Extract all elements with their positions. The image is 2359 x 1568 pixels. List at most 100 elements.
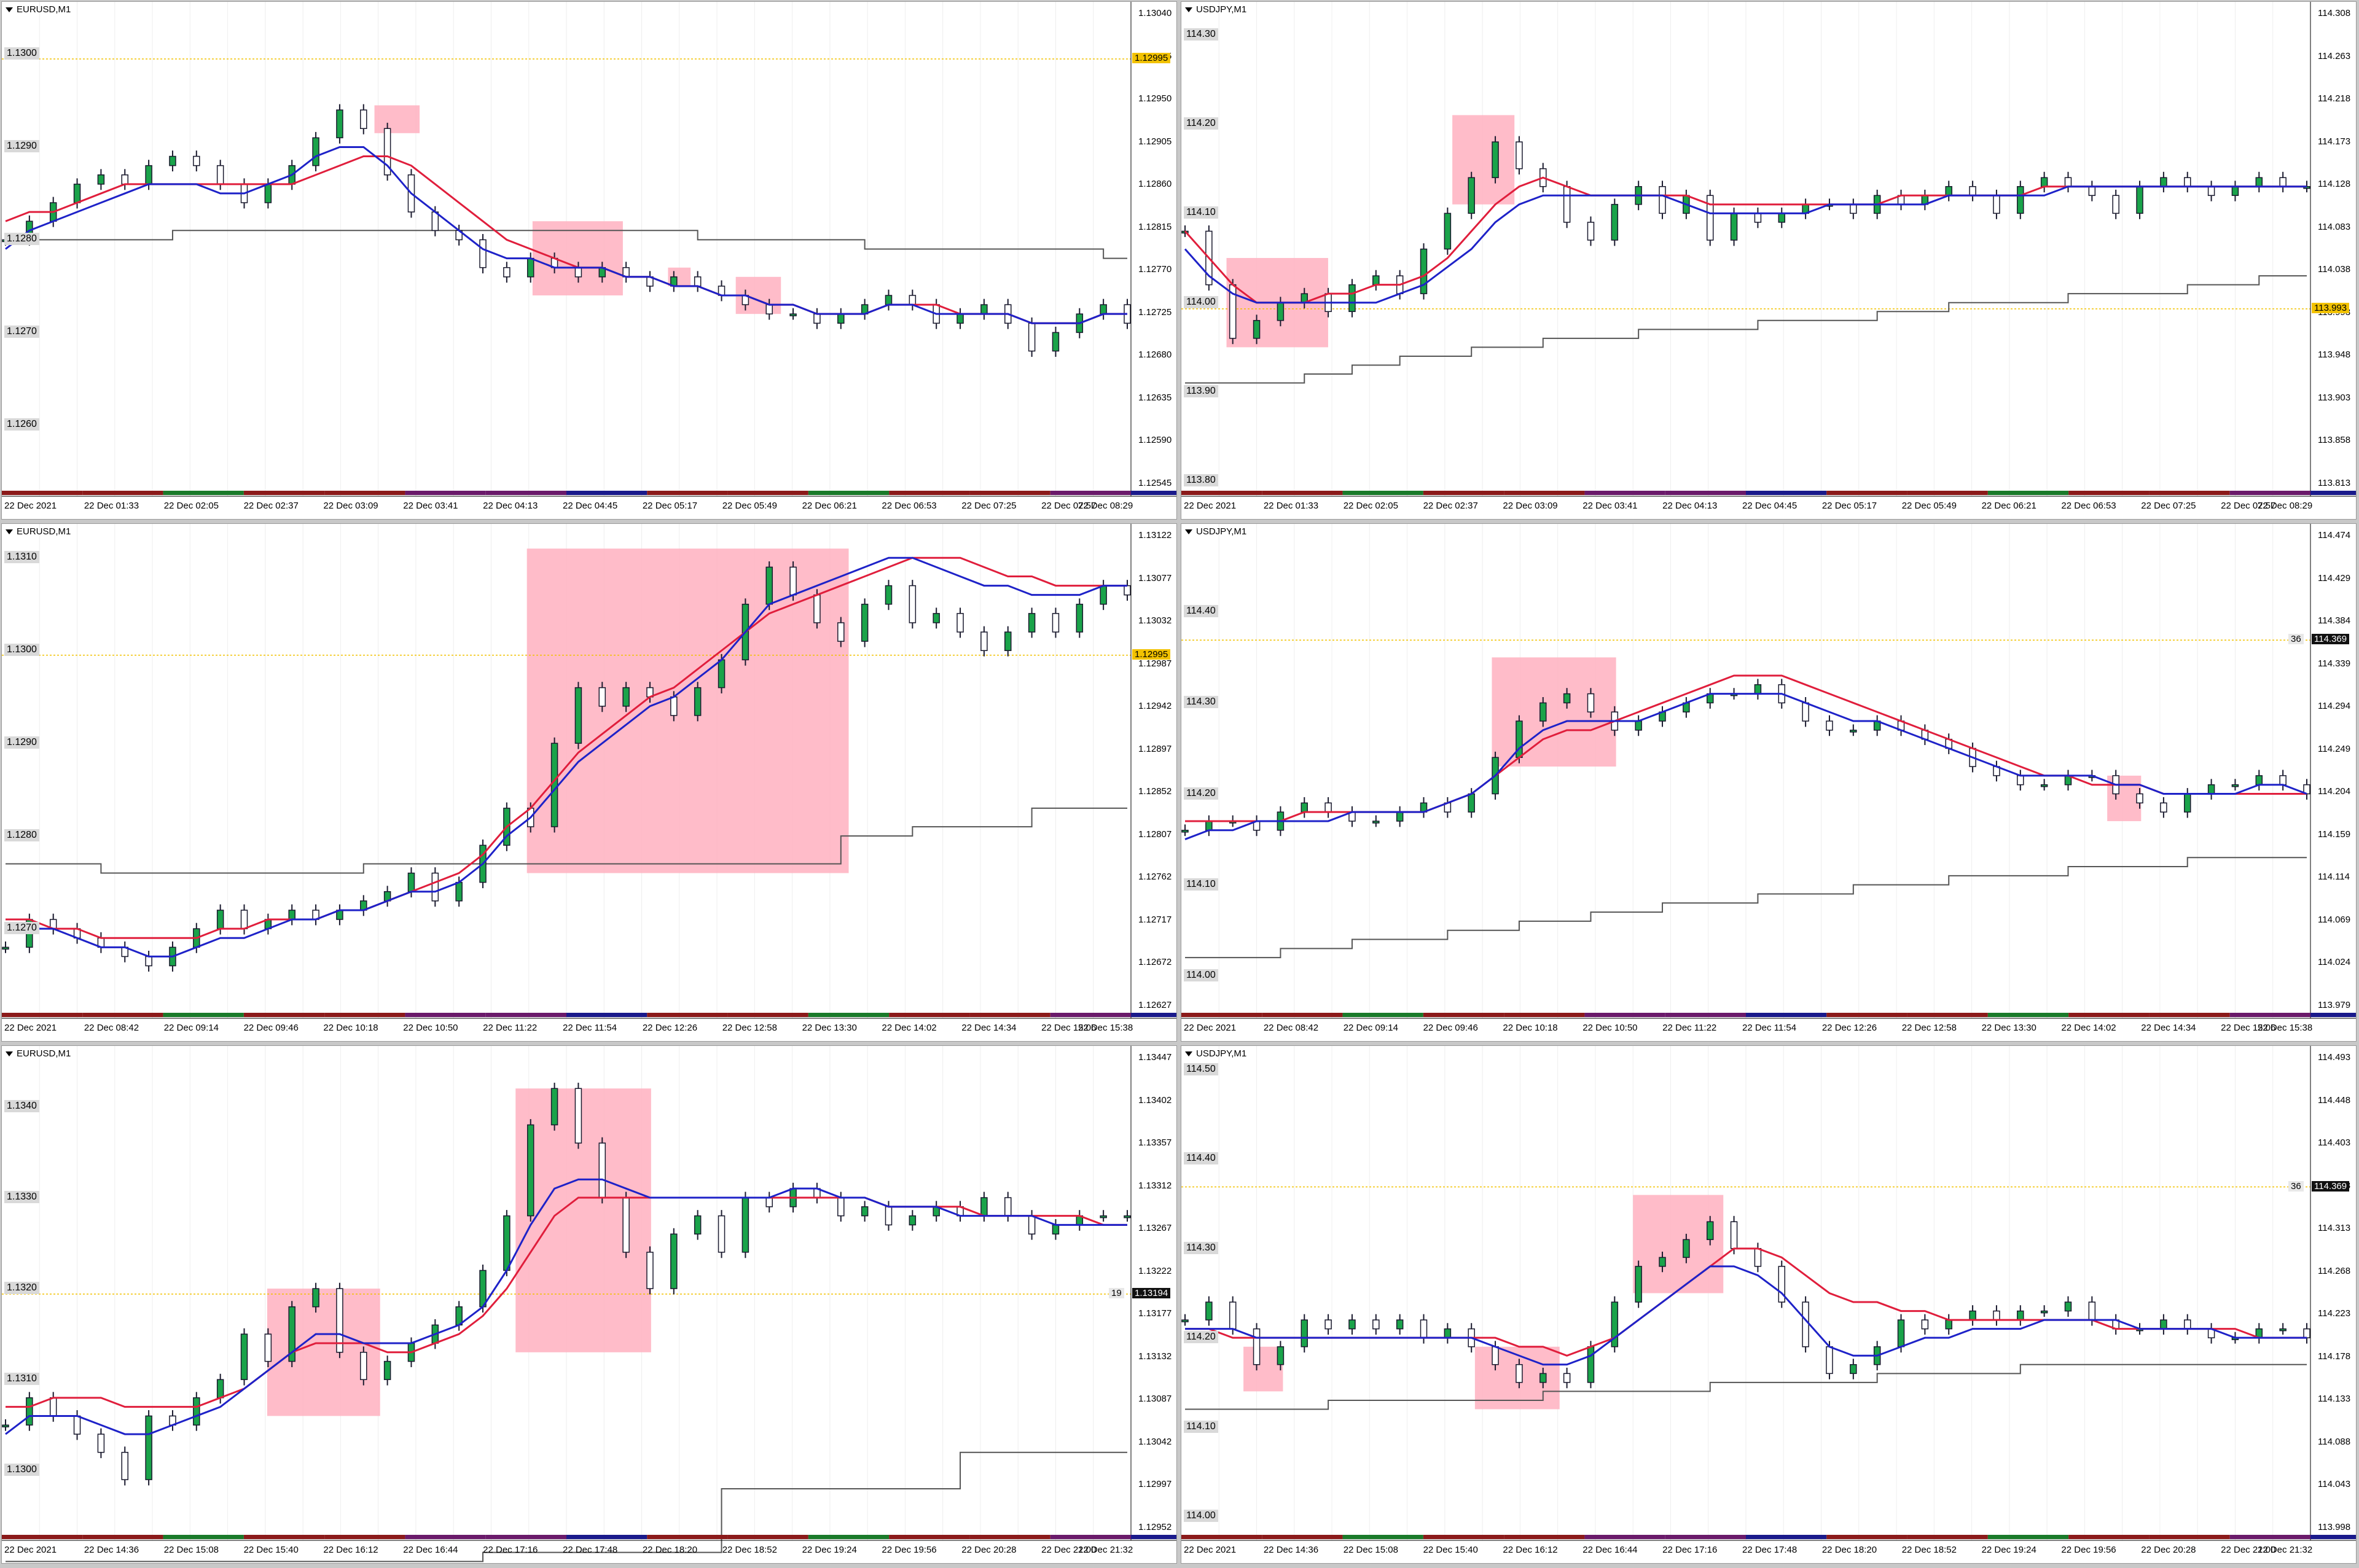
symbol-label: USDJPY,M1 [1196,526,1247,537]
candle [1396,1319,1404,1330]
candle [288,910,295,920]
session-strip [1665,1535,1746,1539]
price-scale-label: 114.069 [2318,914,2351,925]
chart-panel-p1[interactable]: EURUSD,M1 1.1300 1.1290 1.1280 1.1270 1.1260 1… [1,1,1177,520]
chart-panel-p4[interactable]: USDJPY,M1 114.40 114.30 114.20 114.10 114.00 1… [1181,523,2357,1042]
symbol-label: USDJPY,M1 [1196,4,1247,15]
chart-title[interactable]: EURUSD,M1 [6,1048,71,1059]
session-strip [324,491,405,495]
session-strip [2149,1013,2230,1017]
session-strip [163,1535,244,1539]
time-label: 22 Dec 06:53 [2061,501,2116,511]
candle [813,313,821,324]
candle [1945,1319,1952,1330]
price-tick-count: 19 [1109,1287,1124,1298]
candle [1229,1301,1237,1330]
time-label: 22 Dec 11:54 [1742,1023,1797,1033]
candle [73,1415,81,1435]
candle [885,585,893,605]
candle [765,1197,773,1207]
session-strip [1181,1535,1262,1539]
price-scale-label: 113.979 [2318,1000,2351,1010]
time-label: 22 Dec 15:08 [163,1545,219,1555]
candle [2088,1301,2096,1320]
candle [73,184,81,203]
session-strip [1131,491,1176,495]
chart-panel-p5[interactable]: EURUSD,M1 1.1340 1.1330 1.1320 1.1310 1.1300 1… [1,1045,1177,1564]
session-strip [1987,1013,2069,1017]
candle [1076,604,1084,633]
time-label: 22 Dec 15:38 [2258,1023,2313,1033]
candle [1802,1301,1809,1348]
price-scale-label: 114.263 [2318,50,2351,61]
time-label: 22 Dec 05:49 [722,501,777,511]
candle [2160,802,2167,813]
session-strip [163,491,244,495]
candle [264,1333,272,1362]
chart-title[interactable]: EURUSD,M1 [6,526,71,537]
session-strip [1181,1013,1262,1017]
collapse-icon[interactable] [1185,529,1192,534]
time-label: 22 Dec 03:09 [1503,501,1558,511]
candle [1563,1373,1571,1383]
step-indicator-line [6,1451,1127,1562]
candle [407,872,415,892]
price-scale-label: 114.038 [2318,264,2351,275]
moving-average-fast [1185,1265,2307,1366]
step-indicator-line [6,230,1127,259]
collapse-icon[interactable] [1185,7,1192,12]
candle [765,304,773,314]
price-scale-label: 113.903 [2318,392,2351,403]
session-strip [1746,1013,1827,1017]
collapse-icon[interactable] [6,1051,13,1056]
level-label: 1.1290 [4,736,39,749]
time-label: 22 Dec 08:29 [1078,501,1133,511]
candle [598,1142,606,1198]
level-label: 1.1300 [4,1464,39,1476]
price-scale-label: 1.13042 [1138,1436,1172,1447]
candle [240,1333,248,1380]
time-label: 22 Dec 13:30 [1981,1023,2036,1033]
price-scale-label: 114.294 [2318,701,2351,712]
time-label: 22 Dec 16:12 [1503,1545,1558,1555]
collapse-icon[interactable] [6,529,13,534]
chart-panel-p6[interactable]: USDJPY,M1 114.50 114.40 114.30 114.20 114.10 1… [1181,1045,2357,1564]
session-strip [1907,1013,1988,1017]
price-scale-label: 114.204 [2318,786,2351,797]
time-label: 22 Dec 18:20 [642,1545,698,1555]
candle [2207,784,2215,795]
price-scale-label: 1.13087 [1138,1394,1172,1405]
chart-title[interactable]: USDJPY,M1 [1185,1048,1246,1059]
candle [1028,613,1036,633]
candle [1301,1319,1309,1348]
time-label: 22 Dec 16:44 [403,1545,458,1555]
price-scale-label: 1.12897 [1138,743,1172,754]
candle [1181,830,1189,833]
chart-panel-p2[interactable]: USDJPY,M1 114.30 114.20 114.10 114.00 113.90 1… [1181,1,2357,520]
session-strip [1584,491,1665,495]
candle [2136,793,2143,804]
time-label: 22 Dec 17:48 [1742,1545,1798,1555]
candle [2088,185,2096,197]
candle [1468,177,1475,214]
level-label: 114.20 [1184,1331,1218,1344]
price-scale-label: 1.13122 [1138,530,1172,540]
chart-canvas [1181,524,2356,1019]
time-label: 22 Dec 03:41 [403,501,458,511]
time-label: 22 Dec 04:45 [1742,501,1798,511]
time-label: 22 Dec 21:32 [2258,1545,2313,1555]
session-strip [2229,491,2310,495]
chart-title[interactable]: EURUSD,M1 [6,4,71,15]
collapse-icon[interactable] [6,7,13,12]
chart-title[interactable]: USDJPY,M1 [1185,4,1246,15]
chart-panel-p3[interactable]: EURUSD,M1 1.1310 1.1300 1.1290 1.1280 1.1270 1… [1,523,1177,1042]
price-scale-label: 1.12860 [1138,179,1172,190]
chart-title[interactable]: USDJPY,M1 [1185,526,1246,537]
price-scale-label: 1.12545 [1138,478,1172,488]
candle [598,687,606,707]
time-label: 22 Dec 16:12 [323,1545,378,1555]
price-scale-label: 1.12635 [1138,392,1172,403]
candle [1683,1239,1690,1258]
candle [933,613,940,623]
collapse-icon[interactable] [1185,1051,1192,1056]
